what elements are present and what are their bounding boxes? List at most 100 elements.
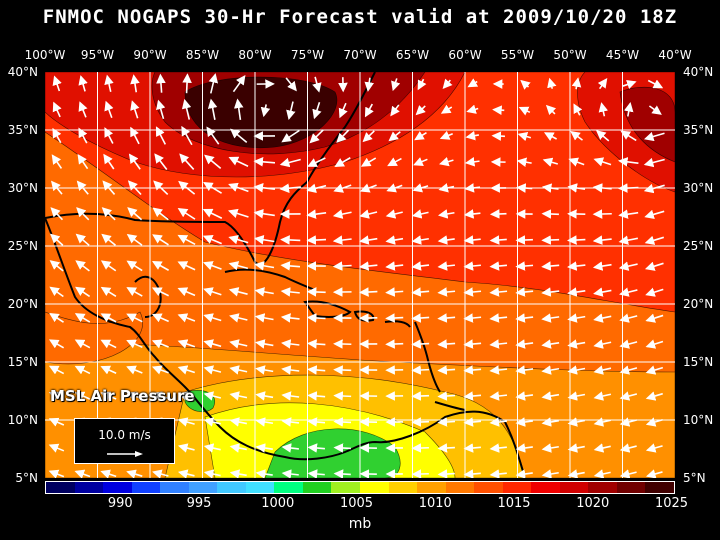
longitude-label: 50°W [553, 48, 587, 62]
colorbar-tick-label: 1005 [339, 496, 374, 511]
wind-arrow [412, 183, 429, 193]
wind-arrow [281, 391, 300, 401]
wind-arrow [75, 233, 90, 246]
wind-arrow [255, 417, 274, 427]
colorbar-swatch [474, 482, 503, 493]
wind-arrow [388, 131, 401, 142]
wind-arrow [489, 417, 508, 427]
colorbar-swatch [531, 482, 560, 493]
colorbar-tick-label: 1010 [418, 496, 452, 511]
wind-arrow [595, 130, 610, 142]
wind-arrow [517, 131, 532, 142]
wind-arrow [177, 339, 196, 349]
wind-arrow [49, 260, 64, 272]
wind-scale-box: 10.0 m/s [74, 418, 175, 464]
wind-arrow [619, 417, 637, 427]
wind-arrow [411, 209, 429, 219]
wind-arrow [567, 443, 585, 453]
wind-arrow [48, 339, 65, 349]
wind-arrow [463, 287, 482, 297]
wind-arrow [253, 208, 275, 219]
wind-arrow [286, 101, 296, 121]
wind-arrow [100, 365, 117, 375]
latitude-label: 35°N [683, 123, 714, 137]
wind-arrow [254, 261, 275, 271]
wind-arrow [333, 365, 352, 375]
field-label: MSL Air Pressure [50, 387, 195, 405]
wind-arrow [516, 157, 532, 167]
wind-arrow [437, 417, 456, 427]
wind-arrow [411, 443, 429, 453]
wind-arrow [336, 129, 350, 143]
wind-arrow [202, 208, 223, 219]
wind-arrow [515, 417, 534, 427]
wind-arrow [645, 443, 663, 453]
wind-arrow [542, 157, 559, 167]
wind-arrow [280, 235, 301, 245]
wind-arrow [385, 261, 404, 271]
wind-arrow [100, 260, 117, 272]
wind-arrow [154, 153, 168, 170]
pressure-map [45, 72, 675, 478]
wind-arrow [338, 102, 348, 119]
wind-vectors [48, 73, 665, 478]
wind-arrow [281, 365, 300, 375]
latitude-label: 15°N [683, 355, 714, 369]
wind-arrow [515, 339, 534, 349]
wind-arrow [74, 339, 91, 349]
wind-arrow [645, 417, 663, 427]
wind-arrow [232, 74, 246, 93]
wind-arrow [645, 365, 664, 375]
wind-arrow [151, 391, 169, 401]
wind-arrow [463, 313, 482, 323]
wind-arrow [152, 469, 169, 478]
wind-arrow [100, 339, 117, 349]
wind-arrow [385, 287, 404, 297]
wind-arrow [643, 131, 665, 142]
longitude-label: 45°W [605, 48, 640, 62]
wind-arrow [51, 154, 63, 169]
wind-arrow [571, 77, 582, 90]
wind-arrow [515, 365, 534, 375]
wind-arrow [438, 209, 455, 219]
wind-arrow [492, 105, 505, 115]
wind-arrow [411, 417, 430, 427]
wind-arrow [593, 339, 612, 349]
wind-arrow [229, 365, 248, 375]
wind-arrow [362, 130, 375, 143]
wind-arrow [260, 104, 271, 118]
wind-arrow [74, 469, 91, 478]
wind-arrow [592, 261, 612, 271]
wind-arrow [100, 469, 117, 478]
longitude-label: 55°W [500, 48, 535, 62]
wind-arrow [203, 287, 222, 297]
colorbar-swatch [645, 482, 675, 493]
wind-arrow [489, 261, 508, 271]
wind-arrow [645, 391, 663, 401]
wind-arrow [332, 209, 352, 219]
wind-arrow [618, 261, 638, 271]
wind-arrow [463, 209, 481, 219]
wind-arrow [285, 77, 297, 92]
wind-arrow [281, 417, 300, 427]
wind-arrow [203, 443, 221, 453]
colorbar-swatch [245, 482, 275, 493]
wind-arrow [463, 469, 481, 478]
wind-arrow [618, 235, 638, 245]
latitude-label: 20°N [7, 297, 38, 311]
colorbar-tick-label: 1000 [261, 496, 295, 511]
wind-arrow [306, 313, 326, 323]
wind-arrow [255, 443, 273, 453]
wind-arrow [515, 261, 534, 271]
wind-arrow [206, 126, 220, 145]
wind-arrow [48, 443, 65, 453]
wind-arrow [307, 365, 326, 375]
wind-arrow [254, 313, 274, 323]
wind-arrow [312, 101, 322, 120]
wind-arrow [228, 182, 249, 193]
wind-arrow [619, 287, 638, 297]
wind-arrow [466, 104, 479, 114]
wind-arrow [411, 391, 430, 401]
wind-arrow [255, 365, 274, 375]
wind-arrow [281, 129, 300, 143]
